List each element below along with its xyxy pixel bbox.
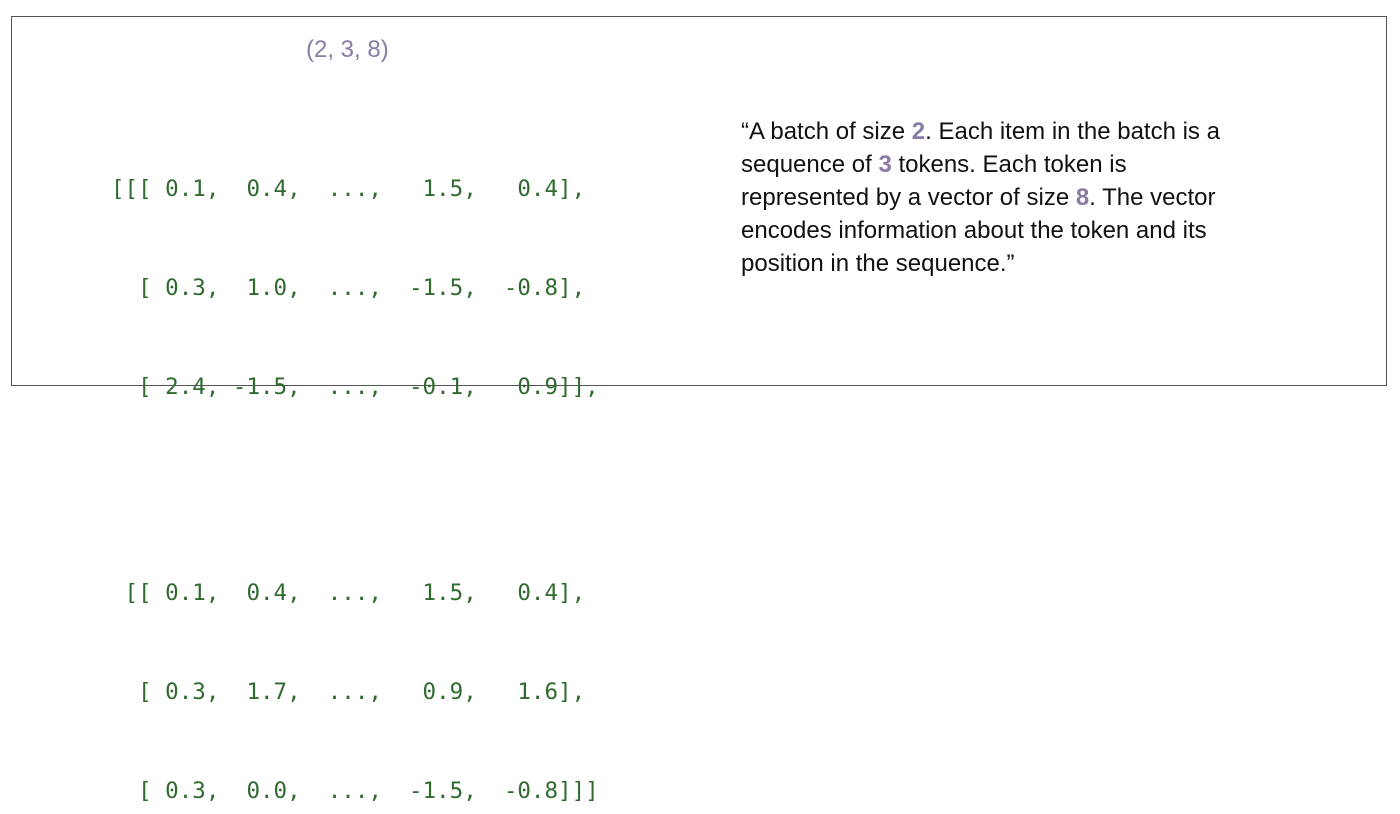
diagram-frame [11,16,1387,386]
tensor-row: [ 0.3, 1.0, ..., -1.5, -0.8], [111,275,586,301]
sequence-length-value: 3 [878,151,892,178]
tensor-row: [ 2.4, -1.5, ..., -0.1, 0.9]], [111,374,599,400]
tensor-literal: [[[ 0.1, 0.4, ..., 1.5, 0.4], [ 0.3, 1.0… [111,107,599,814]
vector-size-value: 8 [1075,184,1090,211]
tensor-row: [[ 0.1, 0.4, ..., 1.5, 0.4], [111,580,586,606]
tensor-description: “A batch of size 2. Each item in the bat… [741,115,1241,280]
batch-size-value: 2 [911,118,926,145]
tensor-row: [ 0.3, 1.7, ..., 0.9, 1.6], [111,679,586,705]
caption-text: “A batch of size [741,118,912,145]
caption-text: . The vector encodes information about t… [741,184,1216,277]
caption-text: . Each item in the batch is a sequence o… [741,118,1220,178]
tensor-shape-label: (2, 3, 8) [306,36,389,63]
tensor-row: [ 0.3, 0.0, ..., -1.5, -0.8]]] [111,778,599,804]
tensor-row: [[[ 0.1, 0.4, ..., 1.5, 0.4], [111,176,586,202]
batch-separator [111,470,599,511]
caption-text: tokens. Each token is represented by a v… [741,151,1127,211]
